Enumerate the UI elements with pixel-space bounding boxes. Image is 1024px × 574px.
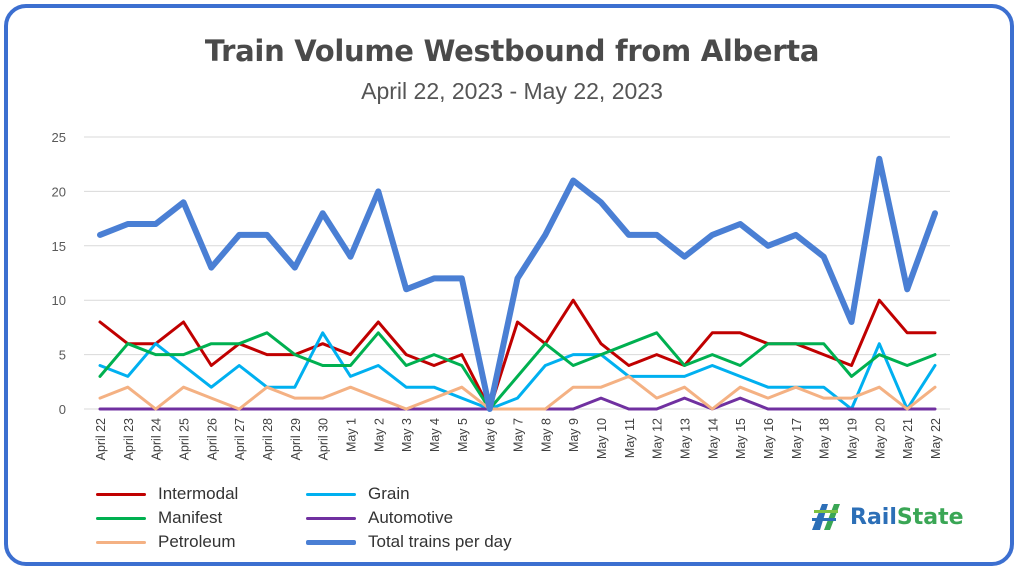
legend-swatch [306,539,356,545]
x-tick-label: May 5 [456,418,470,452]
x-tick-label: May 14 [706,418,720,459]
x-tick-label: April 23 [122,418,136,460]
y-tick-label: 5 [59,348,66,363]
legend-label: Grain [368,484,410,503]
x-tick-label: April 28 [261,418,275,460]
x-tick-label: May 10 [595,418,609,459]
railstate-logo-text: RailState [850,504,964,530]
x-tick-label: May 15 [734,418,748,459]
legend-item: Petroleum [96,532,235,552]
legend-swatch [96,540,146,544]
legend-item: Total trains per day [306,532,512,552]
x-tick-label: April 22 [94,418,108,460]
legend-swatch [306,516,356,520]
legend-swatch [96,516,146,520]
legend-item: Grain [306,484,410,504]
x-tick-label: April 26 [205,418,219,460]
x-tick-label: May 12 [651,418,665,459]
x-tick-label: May 8 [539,418,553,452]
x-tick-label: May 4 [428,418,442,452]
legend-label: Automotive [368,508,454,527]
x-tick-label: May 13 [679,418,693,459]
series-line-petroleum [98,374,937,411]
y-tick-label: 25 [52,130,66,145]
x-tick-label: May 3 [400,418,414,452]
x-tick-label: May 7 [512,418,526,452]
x-tick-label: May 20 [873,418,887,459]
y-tick-label: 15 [52,239,66,254]
x-tick-label: April 24 [150,418,164,460]
chart-frame [4,4,1014,566]
x-tick-label: May 11 [623,418,637,458]
railstate-logo: RailState [808,500,964,534]
chart-title: Train Volume Westbound from Alberta [204,34,820,68]
legend-label: Intermodal [158,484,239,503]
legend-item: Automotive [306,508,453,528]
legend-label: Manifest [158,508,223,527]
x-tick-label: April 30 [317,418,331,460]
legend-label: Total trains per day [368,532,512,551]
x-tick-label: April 29 [289,418,303,460]
x-tick-label: May 2 [372,418,386,452]
y-tick-label: 0 [59,402,66,417]
legend-swatch [96,492,146,496]
x-tick-label: May 21 [901,418,915,459]
x-tick-label: May 1 [345,418,359,452]
legend-swatch [306,492,356,496]
x-tick-label: April 27 [233,418,247,460]
x-tick-label: May 19 [846,418,860,459]
railstate-logo-icon [812,504,840,530]
x-tick-label: May 22 [929,418,943,459]
x-tick-label: May 9 [567,418,581,452]
y-tick-label: 10 [52,293,66,308]
x-tick-label: May 6 [484,418,498,452]
series-line-total-trains-per-day [97,155,938,412]
x-tick-label: May 16 [762,418,776,459]
legend-item: Intermodal [96,484,238,504]
x-tick-label: May 18 [818,418,832,459]
y-tick-label: 20 [52,184,66,199]
legend-label: Petroleum [158,532,236,551]
x-tick-label: May 17 [790,418,804,459]
x-tick-label: April 25 [178,418,192,460]
chart-subtitle: April 22, 2023 - May 22, 2023 [361,78,663,104]
legend-item: Manifest [96,508,222,528]
